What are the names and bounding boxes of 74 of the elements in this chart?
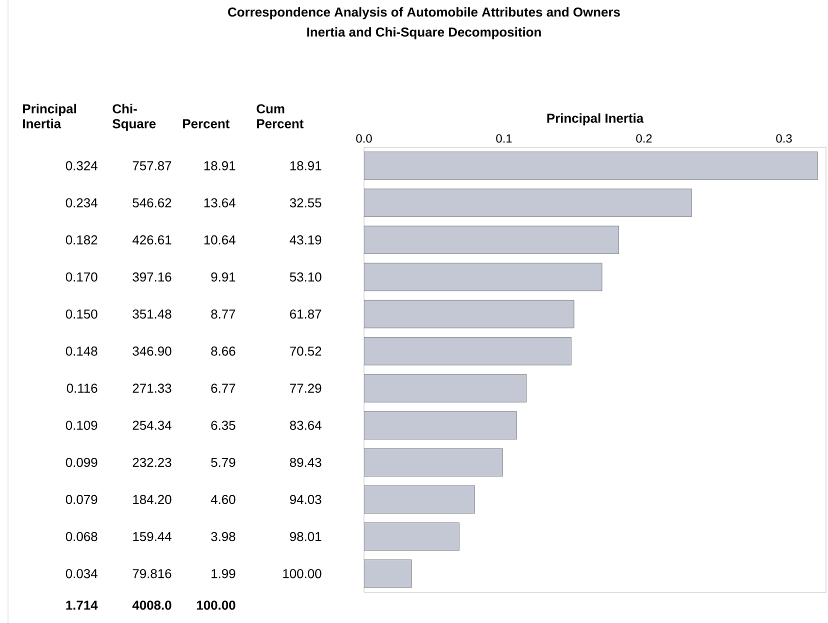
data-label: 0.148 [66, 346, 98, 356]
bar [364, 188, 692, 217]
text: Chi-Square [112, 104, 156, 131]
text: 5.79 [211, 458, 236, 467]
bar [364, 226, 620, 254]
data-label: 0.182 [66, 235, 98, 244]
text: 6.77 [211, 383, 236, 393]
x-axis-title: Principal Inertia [547, 113, 644, 126]
bar [364, 151, 818, 180]
text: 4.60 [210, 494, 236, 504]
text: 232.23 [132, 458, 172, 467]
text: 757.87 [132, 160, 172, 170]
bar [364, 336, 572, 366]
text: Percent [183, 119, 230, 128]
text: 9.91 [211, 272, 236, 282]
chart-title: Correspondence Analysis of Automobile Attributes and Owners [228, 6, 620, 20]
text: 1.714 [66, 600, 98, 610]
data-label: 0.116 [66, 383, 98, 393]
x-tick-label: 0.0 [356, 134, 372, 142]
data-label: 0.170 [66, 272, 98, 282]
data-label: 0.109 [66, 420, 98, 430]
x-tick-label: 0.1 [496, 134, 512, 142]
bar [364, 485, 475, 514]
bar [364, 448, 503, 476]
text: 3.98 [211, 532, 236, 541]
text: 98.01 [290, 532, 322, 541]
text: 53.10 [290, 272, 322, 282]
text: 83.64 [290, 420, 322, 430]
bar [364, 262, 602, 291]
data-label: 0.034 [66, 568, 98, 578]
bar [364, 559, 412, 588]
text: 6.35 [211, 420, 236, 430]
text: 346.90 [132, 346, 172, 356]
data-label: 0.234 [66, 198, 98, 208]
bar [364, 411, 517, 440]
text: 546.62 [132, 198, 172, 208]
text: Cum Percent [256, 104, 304, 128]
text: 13.64 [204, 198, 236, 208]
data-label: 0.150 [66, 309, 98, 318]
x-tick-label: 0.3 [776, 134, 792, 142]
text: 94.03 [290, 494, 322, 504]
data-label: 0.324 [66, 160, 98, 170]
text: 8.66 [211, 346, 236, 356]
x-tick-label: 0.2 [636, 134, 652, 142]
data-label: 0.099 [66, 458, 98, 467]
text: 70.52 [290, 346, 322, 356]
text: 10.64 [204, 235, 236, 244]
text: 100.00 [197, 600, 236, 610]
text: 254.34 [132, 420, 172, 430]
text: 32.55 [290, 198, 322, 208]
text: 100.00 [283, 568, 322, 578]
text: 271.33 [132, 383, 172, 393]
text: Principal Inertia [23, 104, 76, 128]
text: 159.44 [133, 532, 172, 541]
data-label: 0.068 [66, 532, 98, 541]
text: 89.43 [290, 458, 322, 467]
text: 1.99 [212, 568, 236, 578]
text: 184.20 [133, 494, 172, 504]
text: 61.87 [290, 309, 322, 318]
text: 4008.0 [132, 600, 172, 610]
text: 351.48 [132, 309, 172, 318]
text: 397.16 [132, 272, 172, 282]
bar [364, 522, 460, 550]
text: 426.61 [132, 235, 172, 244]
text: 79.816 [132, 568, 172, 578]
text: 18.91 [204, 160, 236, 170]
text: 77.29 [290, 383, 322, 393]
bar [364, 374, 527, 402]
chart-subtitle: Inertia and Chi-Square Decomposition [307, 26, 541, 40]
bar [364, 300, 574, 328]
text: 43.19 [290, 235, 322, 244]
data-label: 0.079 [66, 494, 98, 504]
text: 8.77 [211, 309, 236, 318]
text: 18.91 [290, 160, 322, 170]
